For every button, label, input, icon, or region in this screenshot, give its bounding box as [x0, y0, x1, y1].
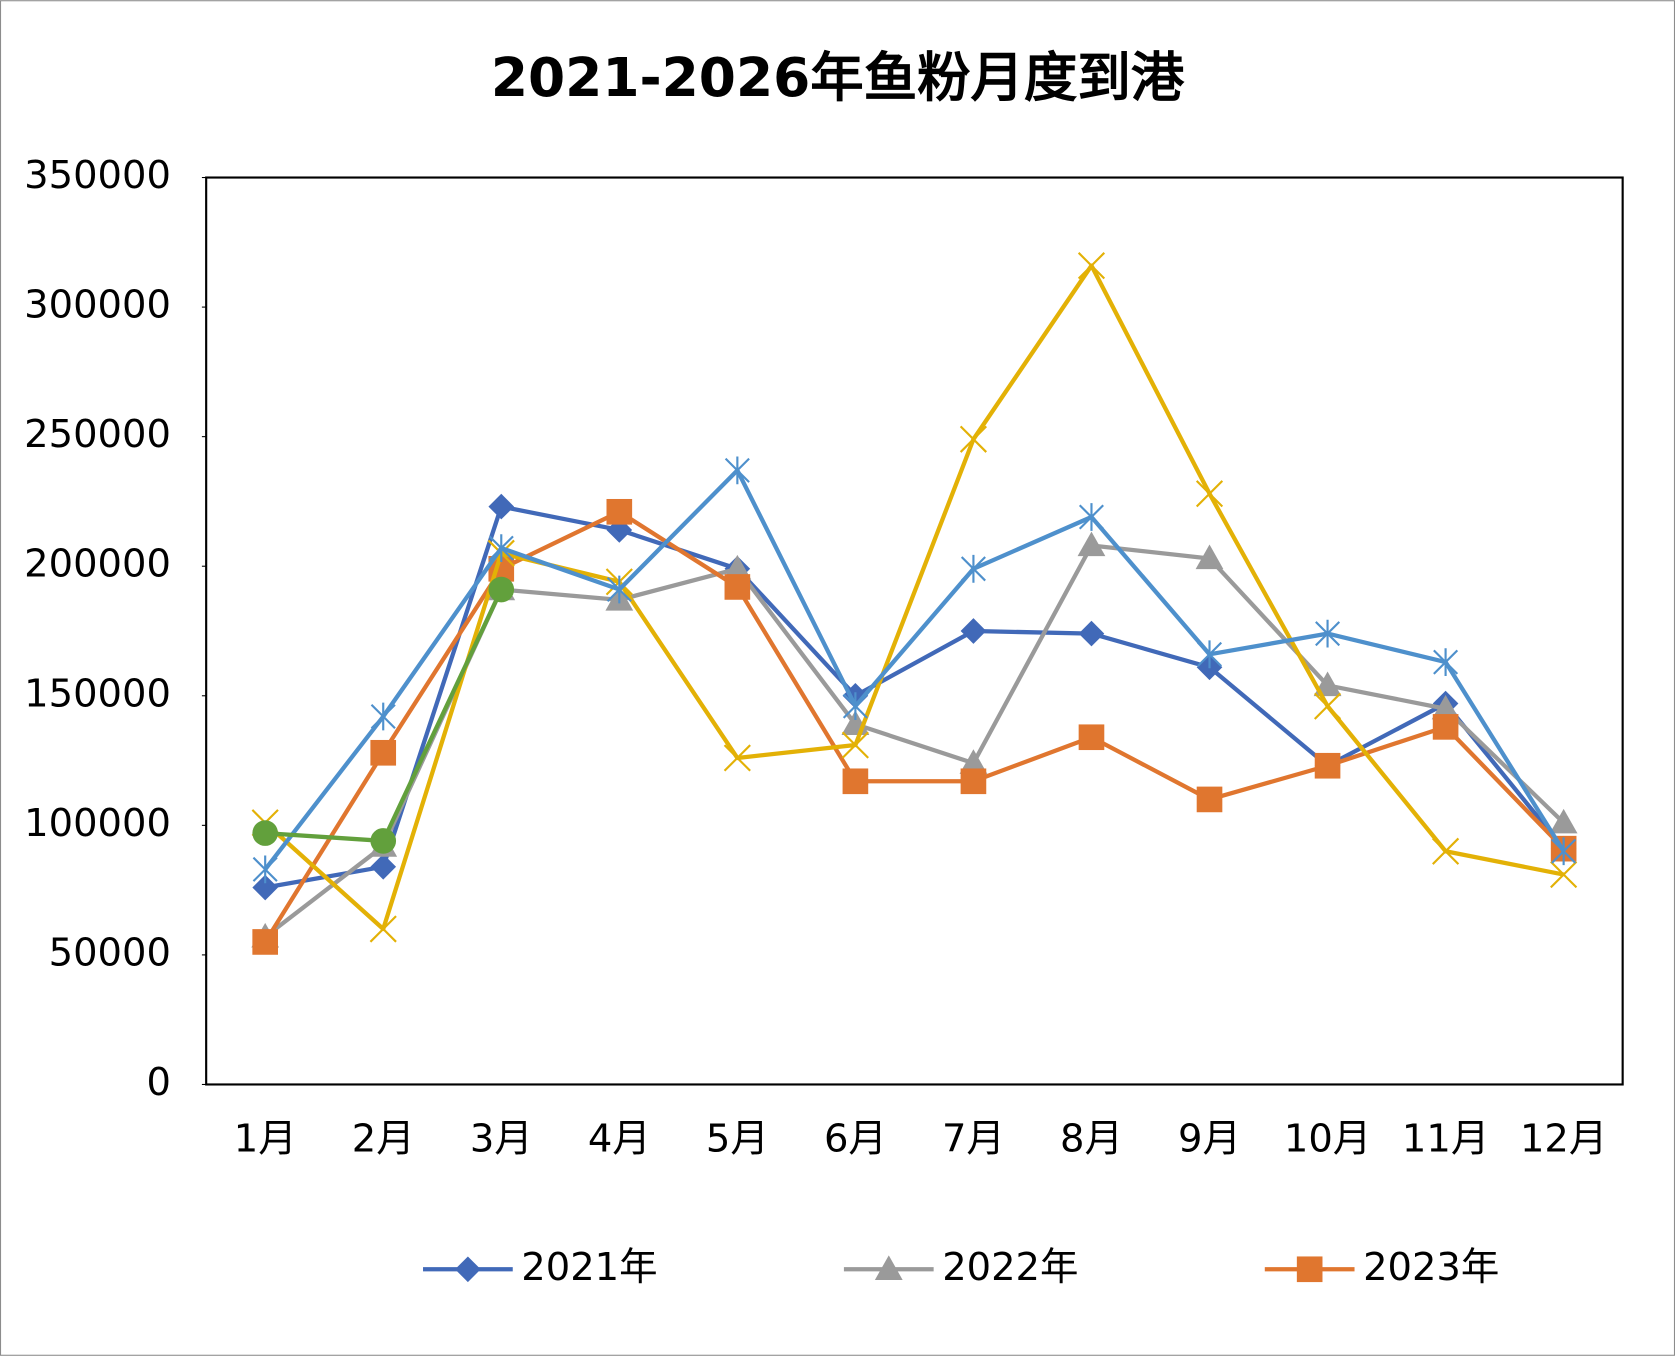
x-tick-label: 8月 — [1060, 1117, 1123, 1162]
point-marker — [1195, 544, 1224, 570]
point-marker — [723, 744, 751, 772]
x-tick-label: 9月 — [1178, 1117, 1241, 1162]
series-line — [264, 504, 1566, 890]
point-marker — [370, 853, 397, 880]
point-marker — [1550, 861, 1578, 889]
x-tick-label: 7月 — [942, 1117, 1005, 1162]
point-marker — [1432, 714, 1459, 740]
point-marker — [1549, 808, 1578, 834]
point-marker — [842, 768, 869, 795]
point-marker — [369, 915, 397, 943]
point-marker — [606, 498, 633, 525]
point-marker — [842, 692, 868, 721]
point-marker — [488, 534, 514, 562]
point-marker — [723, 554, 752, 580]
point-marker — [1315, 619, 1341, 648]
legend-label: 2023年 — [1363, 1245, 1499, 1290]
y-tick-label: 350000 — [24, 153, 171, 198]
x-tick-label: 5月 — [706, 1117, 769, 1162]
legend-label: 2021年 — [521, 1245, 657, 1290]
point-marker — [841, 731, 869, 759]
x-tick-label: 10月 — [1284, 1117, 1371, 1162]
x-tick-label: 6月 — [824, 1117, 887, 1162]
x-tick-label: 4月 — [588, 1117, 651, 1162]
legend-label: 2022年 — [942, 1245, 1078, 1290]
series-line — [263, 263, 1565, 932]
point-marker — [960, 768, 987, 795]
plot-area — [205, 176, 1624, 1086]
x-tick-label: 11月 — [1402, 1117, 1489, 1162]
point-marker — [724, 456, 750, 485]
point-marker — [1313, 692, 1342, 720]
x-tick-label: 12月 — [1520, 1117, 1607, 1162]
legend-marker — [455, 1256, 481, 1283]
y-tick-label: 150000 — [24, 671, 171, 716]
y-tick-label: 200000 — [24, 542, 171, 587]
point-marker — [1078, 503, 1104, 531]
point-marker — [959, 749, 988, 774]
x-tick-label: 2月 — [352, 1117, 415, 1162]
series-line — [263, 509, 1566, 944]
x-tick-label: 3月 — [470, 1117, 533, 1162]
point-marker — [1551, 837, 1577, 866]
point-marker — [1433, 648, 1459, 676]
chart-title: 2021-2026年鱼粉月度到港 — [491, 46, 1185, 109]
series-line — [263, 468, 1566, 871]
point-marker — [1314, 752, 1341, 779]
point-marker — [724, 574, 751, 600]
legend-marker — [1296, 1256, 1323, 1283]
point-marker — [370, 739, 397, 766]
point-marker — [370, 702, 396, 731]
point-marker — [1077, 252, 1106, 280]
point-marker — [370, 828, 397, 854]
x-tick-label: 1月 — [234, 1117, 297, 1162]
y-tick-label: 0 — [146, 1060, 170, 1105]
point-marker — [959, 425, 988, 453]
point-marker — [1195, 480, 1224, 508]
point-marker — [1432, 837, 1460, 865]
point-marker — [252, 929, 279, 955]
y-tick-label: 250000 — [24, 412, 171, 457]
y-tick-label: 100000 — [24, 801, 171, 846]
point-marker — [1078, 620, 1105, 647]
point-marker — [1431, 694, 1460, 720]
y-tick-label: 50000 — [49, 930, 171, 975]
point-marker — [488, 576, 515, 603]
legend-marker — [874, 1255, 903, 1280]
point-marker — [1078, 724, 1105, 751]
point-marker — [1077, 531, 1106, 557]
point-marker — [960, 554, 986, 583]
y-tick-label: 300000 — [24, 283, 171, 328]
point-marker — [252, 855, 278, 884]
point-marker — [1196, 786, 1223, 813]
point-marker — [1197, 640, 1223, 669]
point-marker — [606, 575, 632, 604]
point-marker — [252, 820, 279, 846]
